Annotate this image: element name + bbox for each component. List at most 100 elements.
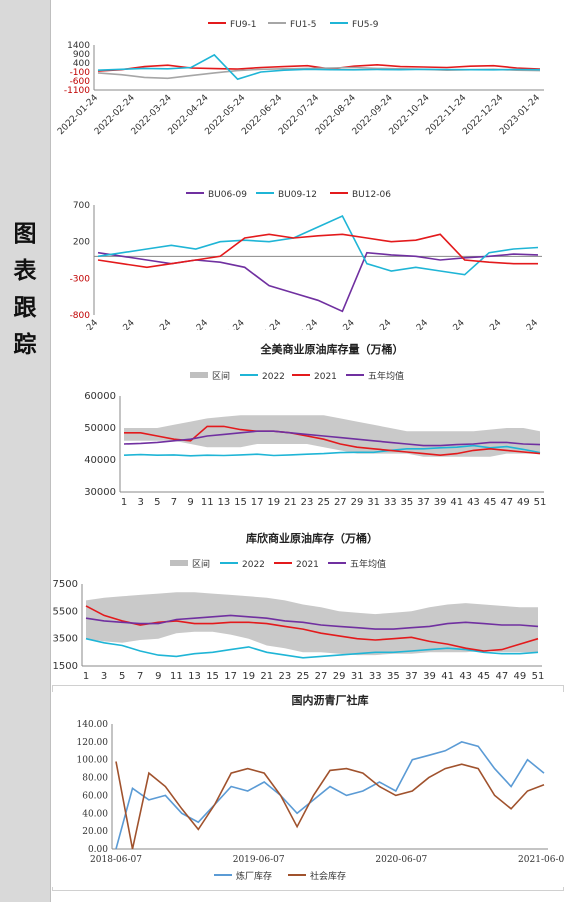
- series-line: [85, 637, 539, 659]
- legend-label: 社会库存: [310, 870, 346, 882]
- y-tick-label: -300: [70, 274, 91, 284]
- x-tick-label: 2022-03-24: [129, 318, 173, 330]
- series-line: [97, 251, 539, 313]
- x-tick-label: 27: [315, 671, 328, 682]
- x-tick-label: 27: [334, 497, 347, 508]
- legend-label: 2022: [242, 560, 265, 570]
- x-tick-label: 21: [260, 671, 273, 682]
- y-tick-label: 40.00: [82, 809, 108, 819]
- x-tick-label: 2022-06-24: [239, 318, 283, 330]
- series-line: [97, 214, 539, 276]
- x-tick-label: 49: [517, 497, 530, 508]
- x-tick-label: 35: [387, 671, 400, 682]
- x-tick-label: 15: [206, 671, 219, 682]
- y-tick-label: -600: [70, 77, 91, 87]
- y-tick-label: 40000: [84, 455, 116, 466]
- x-tick-label: 43: [459, 671, 472, 682]
- chart-title: 国内沥青厂社库: [292, 693, 369, 707]
- legend-label: BU09-12: [278, 190, 317, 200]
- series-line: [115, 741, 545, 850]
- x-tick-label: 21: [284, 497, 297, 508]
- y-tick-label: 700: [73, 201, 90, 211]
- x-tick-label: 2023-01-24: [498, 93, 542, 137]
- legend-label: BU12-06: [352, 190, 391, 200]
- y-tick-label: 20.00: [82, 827, 108, 837]
- x-tick-label: 11: [170, 671, 183, 682]
- sidebar-title-char: 图: [13, 220, 37, 247]
- x-tick-label: 23: [279, 671, 292, 682]
- x-tick-label: 11: [201, 497, 214, 508]
- x-tick-label: 49: [514, 671, 527, 682]
- y-tick-label: 50000: [84, 423, 116, 434]
- x-tick-label: 2018-06-07: [90, 855, 142, 865]
- x-tick-label: 2023-01-24: [496, 318, 540, 330]
- y-tick-label: -1100: [64, 86, 90, 96]
- legend-label: FU1-5: [290, 20, 316, 30]
- x-tick-label: 47: [500, 497, 513, 508]
- x-tick-label: 13: [188, 671, 201, 682]
- x-tick-label: 31: [351, 671, 364, 682]
- y-tick-label: 3500: [53, 634, 78, 645]
- y-tick-label: 60.00: [82, 791, 108, 801]
- y-tick-label: 7500: [53, 579, 78, 590]
- x-tick-label: 2021-06-07: [518, 855, 564, 865]
- series-line: [97, 53, 541, 81]
- us-crude-inventory-chart: 全美商业原油库存量（万桶） 区间 2022 2021 五年均值 60000 50000 400…: [52, 338, 564, 513]
- x-tick-label: 19: [242, 671, 255, 682]
- series-line: [115, 761, 545, 850]
- x-tick-label: 17: [251, 497, 264, 508]
- y-tick-label: 1400: [67, 41, 90, 51]
- x-tick-label: 25: [297, 671, 310, 682]
- x-tick-label: 17: [224, 671, 237, 682]
- x-tick-label: 2022-05-24: [203, 318, 247, 330]
- series-line: [123, 430, 541, 447]
- x-tick-label: 29: [333, 671, 346, 682]
- y-tick-label: 400: [73, 59, 90, 69]
- chart-title: 库欣商业原油库存（万桶）: [246, 531, 378, 545]
- sidebar-title-char: 表: [13, 257, 37, 284]
- y-tick-label: 60000: [84, 391, 116, 402]
- x-tick-label: 2019-06-07: [233, 855, 285, 865]
- x-tick-label: 47: [495, 671, 508, 682]
- x-tick-label: 19: [267, 497, 280, 508]
- x-tick-label: 9: [155, 671, 161, 682]
- legend-label: 区间: [212, 370, 230, 382]
- legend-label: 五年均值: [368, 370, 404, 382]
- sidebar-title-char: 跟: [13, 294, 37, 321]
- legend-label: 炼厂库存: [236, 870, 272, 882]
- x-tick-label: 1: [83, 671, 89, 682]
- sidebar-title-char: 踪: [13, 331, 37, 358]
- x-tick-label: 41: [450, 497, 463, 508]
- legend-swatch: [170, 560, 188, 566]
- x-tick-label: 7: [171, 497, 177, 508]
- series-line: [85, 614, 539, 630]
- x-tick-label: 25: [317, 497, 330, 508]
- x-tick-label: 9: [187, 497, 193, 508]
- x-tick-label: 39: [423, 671, 436, 682]
- legend-label: FU9-1: [230, 20, 256, 30]
- sidebar: 图 表 跟 踪: [0, 0, 51, 902]
- cushing-inventory-chart: 库欣商业原油库存（万桶）区间 2022 2021 五年均值75005500350015…: [52, 530, 564, 685]
- y-tick-label: 100.00: [77, 756, 109, 766]
- legend-label: BU06-09: [208, 190, 247, 200]
- x-tick-label: 39: [434, 497, 447, 508]
- x-tick-label: 5: [154, 497, 160, 508]
- x-tick-label: 45: [477, 671, 490, 682]
- x-tick-label: 2022-02-24: [93, 318, 137, 330]
- series-line: [85, 605, 539, 652]
- y-tick-label: 0.00: [88, 845, 108, 855]
- legend-label: 2021: [314, 372, 337, 382]
- legend-label: 2021: [296, 560, 319, 570]
- x-tick-label: 51: [534, 497, 547, 508]
- x-tick-label: 45: [484, 497, 497, 508]
- x-tick-label: 5: [119, 671, 125, 682]
- x-tick-label: 41: [441, 671, 454, 682]
- x-tick-label: 15: [234, 497, 247, 508]
- x-tick-label: 31: [367, 497, 380, 508]
- y-tick-label: 30000: [84, 487, 116, 498]
- x-tick-label: 2022-09-24: [349, 318, 393, 330]
- x-tick-label: 1: [121, 497, 127, 508]
- x-tick-label: 2022-08-24: [313, 318, 357, 330]
- sidebar-title: 图 表 跟 踪: [0, 215, 50, 363]
